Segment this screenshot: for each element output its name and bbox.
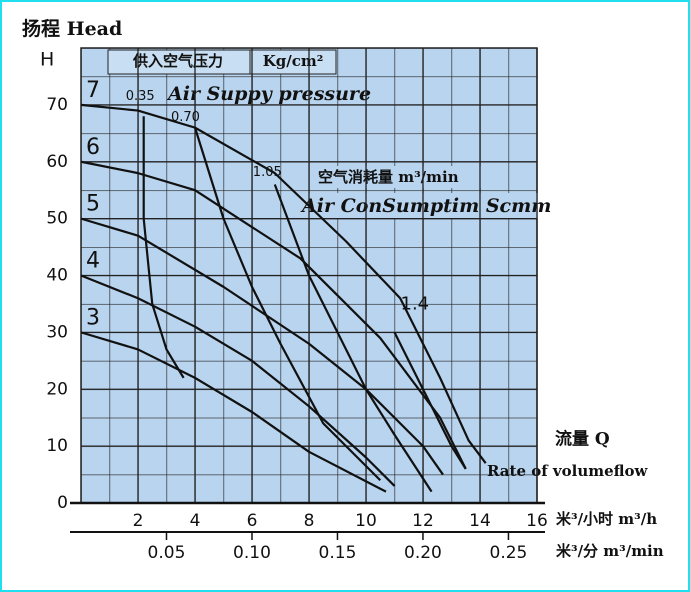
- pressure-curve-label: 7: [86, 78, 100, 103]
- curve: [80, 103, 487, 464]
- label-bg: [310, 166, 505, 188]
- y-tick-label: 30: [46, 322, 68, 342]
- curve: [273, 184, 433, 493]
- y-tick-label: 40: [46, 266, 68, 286]
- consumption-label: Air ConSumptim Scmm: [300, 195, 551, 217]
- pressure-header: 供入空气压力: [132, 52, 223, 70]
- x-unit: 米³/小时 m³/h: [556, 510, 657, 528]
- x2-tick-label: 0.20: [404, 543, 442, 563]
- curve: [80, 274, 396, 487]
- air-curve-label: 1.05: [253, 165, 282, 180]
- pressure-label: Air Suppy pressure: [166, 83, 371, 105]
- air-curve-label: 1.4: [401, 293, 430, 314]
- x-tick-label: 6: [247, 511, 258, 531]
- label-bg: [300, 193, 538, 219]
- y-tick-label: 60: [46, 152, 68, 172]
- air-curve-label: 0.35: [126, 89, 155, 104]
- x-tick-label: 2: [133, 511, 144, 531]
- x2-unit: 米³/分 m³/min: [556, 542, 664, 560]
- x-tick-label: 10: [355, 511, 377, 531]
- y-tick-label: 10: [46, 436, 68, 456]
- consumption-header: 空气消耗量 m³/min: [318, 168, 459, 186]
- curve: [80, 160, 467, 470]
- curve: [80, 331, 387, 493]
- x-axis-label: 流量 Q: [555, 429, 610, 450]
- y-tick-label: 70: [46, 95, 68, 115]
- pressure-curve-label: 4: [86, 249, 100, 274]
- x2-tick-label: 0.15: [319, 543, 357, 563]
- curve: [80, 217, 444, 476]
- x-tick-label: 12: [412, 511, 434, 531]
- y-tick-label: 50: [46, 209, 68, 229]
- pressure-curve-label: 3: [86, 305, 100, 330]
- x-tick-label: 8: [304, 511, 315, 531]
- x2-tick-label: 0.25: [490, 543, 528, 563]
- x-tick-label: 14: [469, 511, 491, 531]
- pressure-curve-label: 5: [86, 192, 100, 217]
- y-axis-label: H: [40, 49, 54, 71]
- y-tick-label: 20: [46, 379, 68, 399]
- x-tick-label: 16: [526, 511, 548, 531]
- header-box: [249, 49, 337, 75]
- curve: [393, 331, 467, 470]
- air-curve-label: 0.70: [171, 110, 200, 125]
- header-box: [107, 49, 251, 75]
- x2-tick-label: 0.05: [148, 543, 186, 563]
- x2-tick-label: 0.10: [233, 543, 271, 563]
- pressure-curve-label: 6: [86, 135, 100, 160]
- chart-title: 扬程 Head: [22, 17, 122, 40]
- x-tick-label: 4: [190, 511, 201, 531]
- y-tick-label: 0: [57, 493, 68, 513]
- curve: [142, 116, 185, 379]
- curve: [193, 127, 382, 482]
- x-axis-label-en: Rate of volumeflow: [487, 462, 649, 480]
- pressure-unit: Kg/cm²: [263, 52, 324, 70]
